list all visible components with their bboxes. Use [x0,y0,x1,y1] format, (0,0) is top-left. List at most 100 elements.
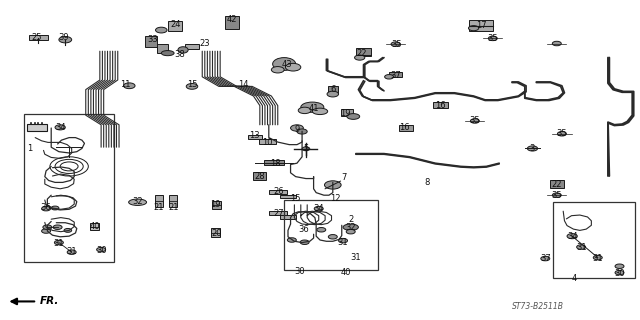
Circle shape [43,225,52,229]
Text: 4: 4 [572,274,577,283]
Ellipse shape [297,129,307,134]
Text: 37: 37 [540,254,550,263]
Circle shape [54,240,63,245]
Bar [328,86,338,93]
Text: 15: 15 [291,194,301,203]
Bar [399,125,413,131]
Bar [356,48,371,56]
Text: 13: 13 [250,132,260,140]
Text: 32: 32 [346,223,356,232]
Text: 21: 21 [154,204,164,212]
Text: 11: 11 [120,80,131,89]
Circle shape [552,41,561,46]
Text: 3: 3 [530,144,535,153]
Bar [433,102,448,108]
Circle shape [593,255,602,260]
Bar [168,21,182,31]
Ellipse shape [273,58,296,70]
Bar [253,172,266,180]
Bar [185,44,199,49]
Bar [280,195,296,198]
Circle shape [339,238,348,243]
Bar [155,195,163,207]
Circle shape [59,36,72,43]
Text: 35: 35 [488,34,498,43]
Text: 42: 42 [227,15,237,24]
Bar [169,195,177,207]
Text: 40: 40 [90,222,100,231]
Bar [264,160,284,165]
Circle shape [97,247,106,252]
Circle shape [42,206,51,211]
Text: 31: 31 [593,254,603,263]
Text: 28: 28 [255,172,265,181]
Ellipse shape [129,199,147,205]
Bar [27,124,47,131]
Text: 34: 34 [314,204,324,213]
Text: 25: 25 [32,33,42,42]
Bar [248,135,262,139]
Ellipse shape [343,224,358,230]
Text: 14: 14 [238,80,248,89]
Text: 9: 9 [295,125,300,134]
Text: 17: 17 [476,21,486,30]
Bar [269,211,287,215]
Ellipse shape [285,63,301,71]
Circle shape [527,146,538,151]
Text: 26: 26 [274,188,284,196]
Circle shape [541,256,550,261]
Ellipse shape [271,67,284,73]
Circle shape [391,42,400,46]
Bar [211,228,220,237]
Text: 39: 39 [59,33,69,42]
Bar [469,20,493,31]
Text: 36: 36 [41,204,51,212]
Ellipse shape [301,102,324,112]
Circle shape [124,83,135,89]
Text: 34: 34 [567,232,577,241]
Circle shape [300,240,309,244]
Circle shape [470,119,479,123]
Text: FR.: FR. [40,296,59,307]
Text: 16: 16 [399,124,410,132]
Ellipse shape [161,51,174,56]
Circle shape [51,206,59,210]
Text: 5: 5 [303,144,308,153]
Circle shape [67,250,76,254]
Circle shape [64,228,72,232]
Text: 19: 19 [340,109,351,118]
Bar [145,36,157,47]
Bar [225,16,239,29]
Circle shape [287,238,296,242]
Circle shape [324,181,341,189]
Text: 35: 35 [557,129,567,138]
Text: 30: 30 [294,268,305,276]
Text: 40: 40 [340,268,351,277]
Text: 31: 31 [54,239,64,248]
Text: 41: 41 [308,104,319,113]
Text: 12: 12 [330,194,340,203]
Text: 36: 36 [298,225,308,234]
Text: 6: 6 [330,85,335,94]
Circle shape [577,245,586,249]
Text: 7: 7 [342,173,347,182]
Circle shape [42,229,51,233]
Text: 27: 27 [274,209,284,218]
Text: 35: 35 [470,116,480,125]
Text: 35: 35 [392,40,402,49]
Circle shape [317,228,326,232]
Circle shape [552,193,561,197]
Text: 35: 35 [552,191,562,200]
Text: 21: 21 [169,204,179,212]
Ellipse shape [312,108,328,115]
Text: 31: 31 [338,238,348,247]
Circle shape [615,264,624,268]
Text: 30: 30 [614,269,625,278]
Ellipse shape [347,114,360,119]
Bar [90,223,99,230]
Text: 19: 19 [210,200,220,209]
Text: 32: 32 [132,197,143,206]
Bar [341,109,353,116]
Bar [29,35,48,40]
Text: ST73-B2511B: ST73-B2511B [512,302,564,311]
